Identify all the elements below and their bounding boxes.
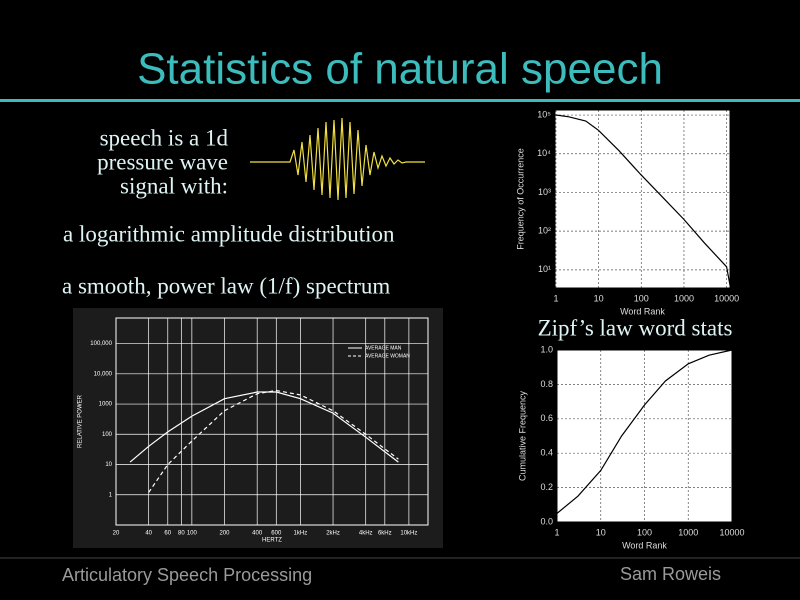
x-tick-label: 100 xyxy=(187,531,198,537)
x-tick-label: 2kHz xyxy=(326,531,340,537)
x-axis-label: Word Rank xyxy=(622,540,667,550)
y-tick-label: 1.0 xyxy=(540,344,553,354)
plot-frame xyxy=(556,349,733,523)
x-tick-label: 200 xyxy=(220,531,231,537)
data-line xyxy=(555,114,731,286)
figure-panel xyxy=(73,308,443,548)
y-tick-label: 10¹ xyxy=(538,264,551,274)
title-rule xyxy=(0,99,800,102)
y-tick-label: 0.4 xyxy=(540,448,553,458)
x-tick-label: 10 xyxy=(596,527,606,537)
y-tick-label: 1000 xyxy=(99,402,113,408)
plot-background xyxy=(555,110,730,288)
y-tick-label: 10³ xyxy=(538,187,551,197)
x-axis-label: Word Rank xyxy=(620,306,665,316)
x-tick-label: 60 xyxy=(164,531,171,537)
footer-left: Articulatory Speech Processing xyxy=(62,565,312,585)
y-tick-label: 0.6 xyxy=(540,413,553,423)
x-tick-label: 10000 xyxy=(714,293,739,303)
y-axis-label: Frequency of Occurrence xyxy=(515,148,525,250)
bullet-text: a logarithmic amplitude distribution xyxy=(63,221,395,246)
waveform-icon xyxy=(250,117,425,201)
x-tick-label: 40 xyxy=(145,531,152,537)
y-tick-label: 100 xyxy=(102,432,113,438)
chart-caption: Zipf’s law word stats xyxy=(538,315,733,340)
footer-right: Sam Roweis xyxy=(620,564,721,584)
y-axis-label: Cumulative Frequency xyxy=(517,390,527,481)
x-tick-label: 100 xyxy=(634,293,649,303)
x-tick-label: 400 xyxy=(252,531,263,537)
x-tick-label: 1000 xyxy=(674,293,694,303)
plot-frame xyxy=(115,317,429,526)
slide-title: Statistics of natural speech xyxy=(137,45,663,94)
data-line xyxy=(148,389,399,493)
x-axis-label: HERTZ xyxy=(262,538,282,544)
y-tick-label: 0.8 xyxy=(540,379,553,389)
x-tick-label: 10000 xyxy=(719,527,744,537)
x-tick-label: 1 xyxy=(554,527,559,537)
x-tick-label: 100 xyxy=(637,527,652,537)
x-tick-label: 10 xyxy=(594,293,604,303)
bullet-text: a smooth, power law (1/f) spectrum xyxy=(62,273,390,298)
x-tick-label: 10kHz xyxy=(400,531,417,537)
y-tick-label: 10 xyxy=(105,462,112,468)
legend-label: AVERAGE MAN xyxy=(365,345,402,351)
y-tick-label: 10⁵ xyxy=(537,109,551,119)
y-tick-label: 0.2 xyxy=(540,482,553,492)
data-line xyxy=(556,349,733,514)
plot-frame xyxy=(554,109,731,289)
y-tick-label: 10² xyxy=(538,226,551,236)
x-tick-label: 1kHz xyxy=(294,531,308,537)
legend-label: AVERAGE WOMAN xyxy=(365,353,410,359)
y-tick-label: 100,000 xyxy=(90,341,112,347)
y-tick-label: 10,000 xyxy=(94,371,113,377)
y-tick-label: 0.0 xyxy=(540,516,553,526)
x-tick-label: 20 xyxy=(113,531,120,537)
x-tick-label: 6kHz xyxy=(378,531,392,537)
y-axis-label: RELATIVE POWER xyxy=(78,394,84,448)
intro-line: signal with: xyxy=(120,173,228,198)
y-tick-label: 10⁴ xyxy=(537,148,551,158)
x-tick-label: 80 xyxy=(178,531,185,537)
y-tick-label: 1 xyxy=(109,492,113,498)
data-line xyxy=(129,391,399,463)
x-tick-label: 600 xyxy=(271,531,282,537)
x-tick-label: 1 xyxy=(553,293,558,303)
x-tick-label: 1000 xyxy=(678,527,698,537)
x-tick-label: 4kHz xyxy=(359,531,373,537)
intro-line: speech is a 1d xyxy=(100,125,229,150)
intro-line: pressure wave xyxy=(97,149,228,174)
